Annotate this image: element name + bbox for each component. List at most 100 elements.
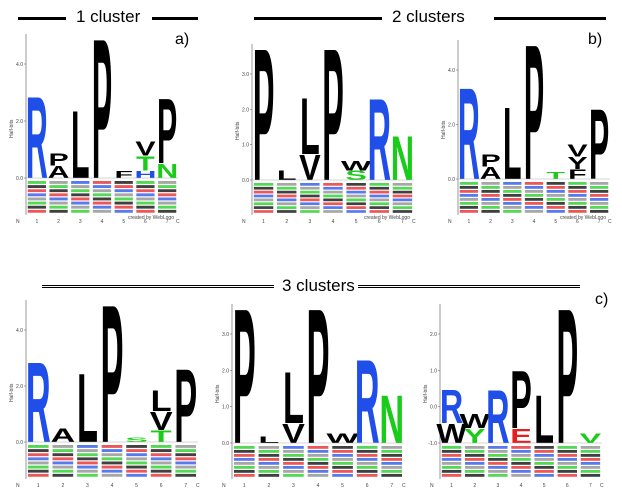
low-information-band (381, 462, 403, 465)
logo-letter-s: S (125, 436, 148, 443)
low-information-band (253, 183, 274, 186)
low-information-band (369, 210, 390, 213)
logo-letter-a: A (48, 163, 70, 182)
low-information-band (276, 186, 297, 190)
logo-letter-p: P (253, 9, 275, 221)
low-information-band (300, 190, 320, 194)
low-information-band (356, 470, 378, 473)
position-label: 6 (576, 219, 579, 225)
low-information-band (503, 206, 522, 209)
low-information-band (52, 461, 74, 465)
low-information-band (580, 446, 601, 449)
low-information-band (369, 186, 390, 190)
low-information-band (52, 469, 74, 473)
logo-letter-t: T (136, 151, 155, 175)
logo-letter-w: W (459, 409, 490, 433)
logo-letter-t: T (546, 169, 565, 181)
low-information-band (233, 458, 255, 461)
low-information-band (27, 453, 49, 457)
low-information-band (77, 469, 98, 473)
y-tick-label: 0.0 (242, 178, 249, 184)
low-information-band (27, 189, 46, 193)
low-information-band (332, 462, 353, 465)
low-information-band (92, 181, 112, 184)
low-information-band (332, 458, 353, 461)
position-label: 4 (317, 483, 320, 489)
low-information-band (381, 454, 403, 457)
logo-letter-v: V (299, 148, 321, 188)
low-information-band (441, 474, 462, 477)
weblogo-credit: created by WebLogo (128, 215, 174, 221)
low-information-band (546, 202, 565, 205)
position-label: 1 (35, 219, 38, 225)
position-label: 5 (355, 219, 358, 225)
low-information-band (580, 458, 601, 461)
header-rule-1-right (152, 17, 198, 20)
low-information-band (158, 185, 177, 189)
logo-letter-t: T (151, 427, 173, 445)
low-information-band (52, 457, 74, 461)
low-information-band (233, 454, 255, 457)
low-information-band (464, 474, 485, 477)
logo-letter-r: R (368, 75, 391, 206)
n-terminal-label: N (242, 219, 246, 225)
low-information-band (126, 453, 147, 457)
low-information-band (136, 205, 155, 209)
low-information-band (590, 198, 609, 201)
low-information-band (27, 449, 49, 453)
position-label: 4 (520, 483, 523, 489)
y-tick-label: 1.0 (430, 368, 437, 374)
low-information-band (534, 466, 554, 469)
low-information-band (114, 209, 133, 213)
position-label: 3 (292, 483, 295, 489)
low-information-band (356, 450, 378, 453)
low-information-band (369, 206, 390, 209)
low-information-band (300, 202, 320, 206)
low-information-band (524, 194, 544, 197)
low-information-band (557, 470, 578, 473)
logo-letter-l: L (71, 92, 90, 200)
low-information-band (77, 465, 98, 469)
low-information-band (283, 470, 304, 473)
logo-letter-a: A (50, 424, 75, 446)
low-information-band (307, 458, 329, 461)
logo-letter-n: N (379, 381, 404, 458)
low-information-band (114, 193, 133, 197)
low-information-band (580, 466, 601, 469)
low-information-band (381, 446, 403, 449)
logo-letter-n: N (156, 159, 178, 183)
position-label: 4 (332, 219, 335, 225)
low-information-band (381, 458, 403, 461)
low-information-band (503, 186, 522, 189)
low-information-band (49, 197, 68, 201)
position-label: 3 (511, 219, 514, 225)
low-information-band (307, 450, 329, 453)
logo-letter-l: L (277, 169, 297, 184)
low-information-band (253, 194, 274, 198)
low-information-band (580, 450, 601, 453)
y-tick-label: 4.0 (16, 328, 23, 334)
low-information-band (114, 181, 133, 184)
low-information-band (568, 198, 587, 201)
c-terminal-label: C (600, 483, 604, 489)
low-information-band (323, 198, 343, 202)
y-tick-label: 2.0 (16, 384, 23, 390)
position-label: 2 (473, 483, 476, 489)
logo-letter-l: L (258, 435, 279, 445)
n-terminal-label: N (222, 483, 226, 489)
logo-letter-w: W (436, 419, 467, 449)
low-information-band (392, 206, 413, 209)
low-information-band (441, 454, 462, 457)
logo-letter-p: P (233, 269, 256, 485)
low-information-band (488, 446, 508, 449)
low-information-band (459, 186, 478, 189)
low-information-band (546, 190, 565, 193)
header-rule-3-right (358, 285, 580, 288)
y-axis-label: Half-bits (441, 120, 447, 139)
logo-letter-p: P (589, 88, 609, 200)
position-label: 5 (554, 219, 557, 225)
low-information-band (488, 466, 508, 469)
low-information-band (283, 466, 304, 469)
